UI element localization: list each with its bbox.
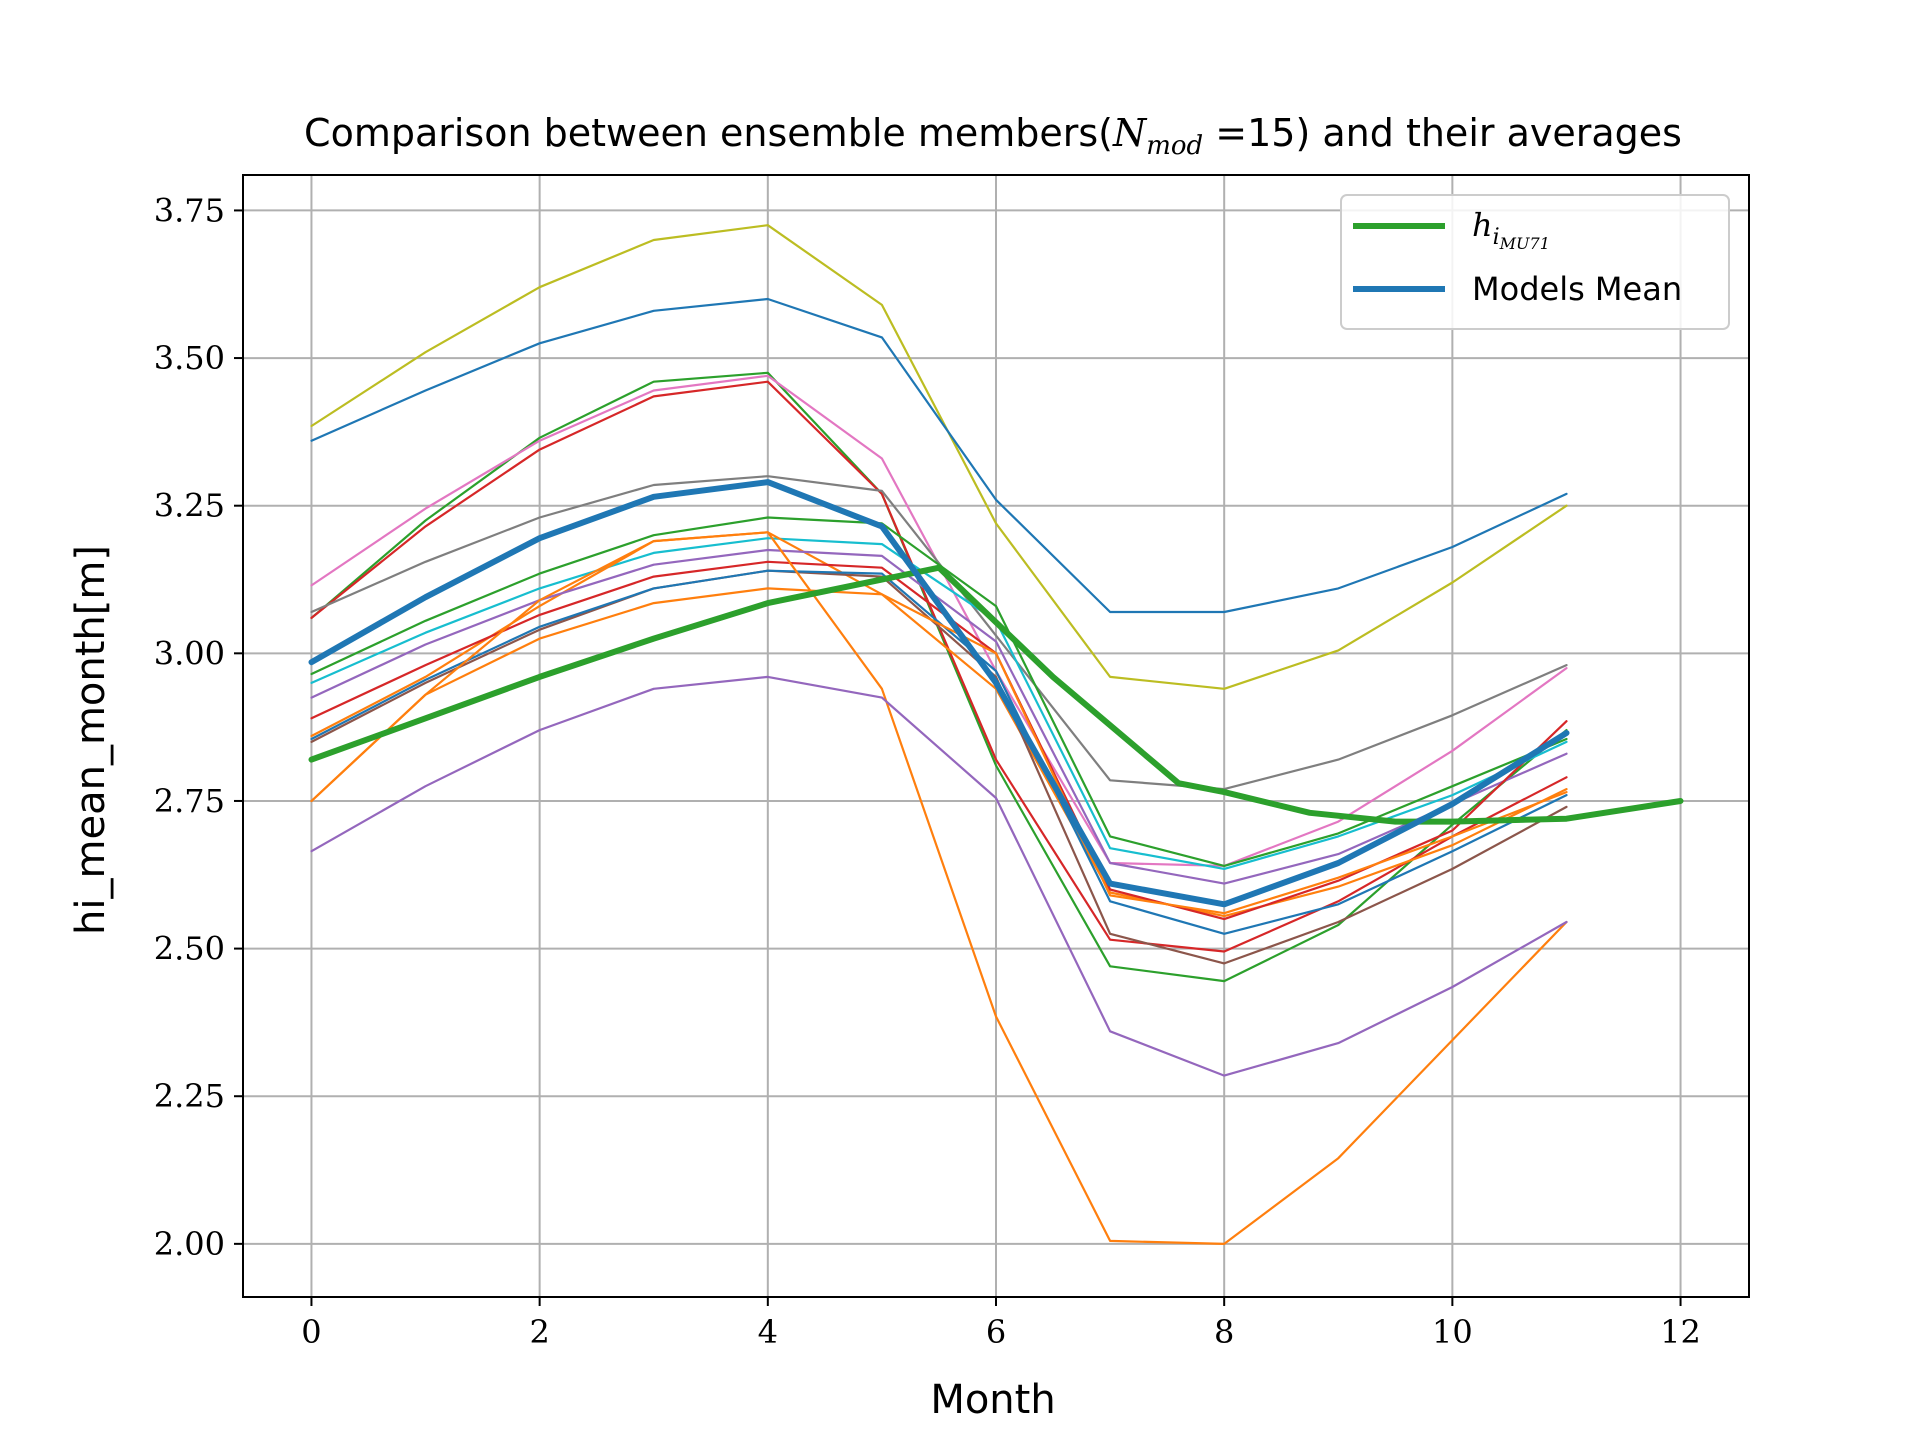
chart-title-subscript: mod: [1146, 131, 1203, 161]
legend-box: [1340, 194, 1730, 330]
member-line-6: [310, 475, 1568, 791]
legend-label-models-mean: Models Mean: [1472, 270, 1682, 308]
y-tick-label: 3.75: [154, 191, 225, 229]
legend-label-mu71: hiMU71: [1472, 206, 1550, 253]
member-line-2: [310, 297, 1568, 614]
member-line-11: [310, 560, 1568, 921]
legend-label-mu71-subsub: MU71: [1499, 234, 1550, 253]
chart-title-suffix: =15) and their averages: [1203, 111, 1682, 155]
x-axis-label: Month: [930, 1377, 1055, 1423]
x-tick-label: 0: [301, 1313, 321, 1351]
x-tick-label: 12: [1660, 1313, 1701, 1351]
y-tick-label: 3.00: [154, 634, 225, 672]
member-line-14: [310, 587, 1568, 915]
y-axis-label: hi_mean_month[m]: [68, 545, 114, 935]
x-tick-label: 6: [986, 1313, 1006, 1351]
member-line-4: [310, 374, 1568, 868]
chart-title-symbol: N: [1112, 111, 1148, 155]
member-line-13: [310, 569, 1568, 935]
axis-ticks: 0 2 4 6 8 10 12 2.00 2.25 2.50 2.75 3.00 3.25 3.50 3.7…: [154, 191, 1701, 1351]
legend-label-mu71-symbol: h: [1472, 206, 1493, 244]
member-line-15: [310, 531, 1568, 1246]
member-line-12: [310, 569, 1568, 965]
member-line-1: [310, 224, 1568, 690]
ensemble-member-lines: [310, 224, 1568, 1246]
highlight-series-lines: [308, 479, 1684, 908]
chart-title-prefix: Comparison between ensemble members(: [304, 111, 1113, 155]
x-tick-label: 10: [1432, 1313, 1473, 1351]
x-tick-label: 2: [529, 1313, 549, 1351]
y-tick-label: 3.25: [154, 487, 225, 525]
x-tick-label: 4: [758, 1313, 778, 1351]
grid: [243, 175, 1749, 1297]
member-line-9: [310, 531, 1568, 918]
y-tick-label: 3.50: [154, 339, 225, 377]
y-tick-label: 2.25: [154, 1077, 225, 1115]
member-line-8: [310, 537, 1568, 871]
chart-title: Comparison between ensemble members(Nmod…: [304, 111, 1682, 161]
series-line-mu71: [308, 564, 1684, 825]
legend: hiMU71 Models Mean: [1340, 194, 1730, 330]
member-line-16: [310, 675, 1568, 1077]
legend-label-mu71-sub: i: [1493, 225, 1500, 250]
member-line-10: [310, 548, 1568, 885]
y-tick-label: 2.75: [154, 782, 225, 820]
series-line-models-mean: [308, 479, 1570, 908]
y-tick-label: 2.00: [154, 1225, 225, 1263]
y-tick-label: 2.50: [154, 930, 225, 968]
x-tick-label: 8: [1214, 1313, 1234, 1351]
